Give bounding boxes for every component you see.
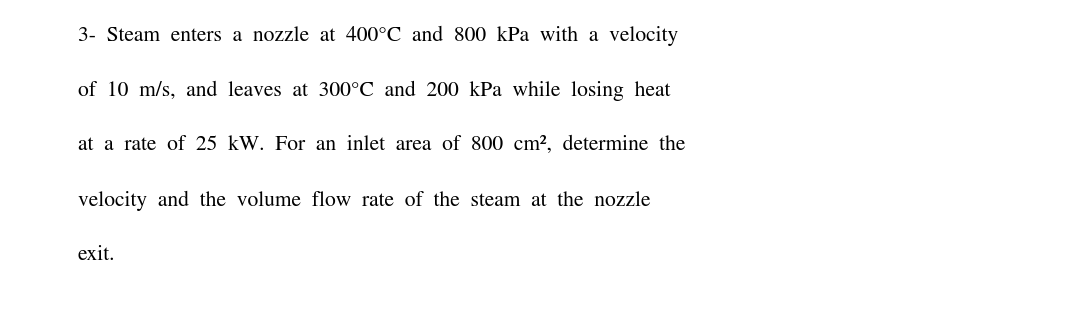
Text: of  10  m/s,  and  leaves  at  300°C  and  200  kPa  while  losing  heat: of 10 m/s, and leaves at 300°C and 200 k… bbox=[78, 81, 670, 101]
Text: at  a  rate  of  25  kW.  For  an  inlet  area  of  800  cm²,  determine  the: at a rate of 25 kW. For an inlet area of… bbox=[78, 136, 685, 156]
Text: exit.: exit. bbox=[78, 245, 116, 265]
Text: velocity  and  the  volume  flow  rate  of  the  steam  at  the  nozzle: velocity and the volume flow rate of the… bbox=[78, 190, 650, 211]
Text: 3-  Steam  enters  a  nozzle  at  400°C  and  800  kPa  with  a  velocity: 3- Steam enters a nozzle at 400°C and 80… bbox=[78, 26, 678, 46]
